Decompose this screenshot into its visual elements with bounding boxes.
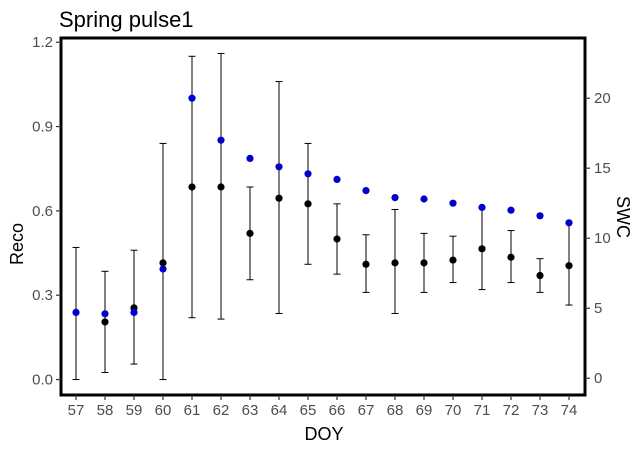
chart-title: Spring pulse1 xyxy=(59,7,194,32)
reco-point xyxy=(507,253,515,261)
reco-point xyxy=(449,256,457,264)
y-tick-label: 0.3 xyxy=(32,287,53,304)
x-tick-label: 74 xyxy=(561,402,578,419)
swc-point xyxy=(333,175,341,183)
reco-point xyxy=(333,235,341,243)
plot-area: 57 58 59 60 61 62 63 64 65 66 67 68 69 70 71 72 73 74 0.0 0… xyxy=(32,34,611,419)
swc-point xyxy=(362,187,370,195)
x-axis-title: DOY xyxy=(304,424,343,444)
y-tick-label: 0.9 xyxy=(32,119,53,136)
y-tick-label: 0.6 xyxy=(32,203,53,220)
reco-point xyxy=(275,194,283,202)
swc-point xyxy=(391,194,399,202)
x-tick-label: 73 xyxy=(532,402,549,419)
x-tick-label: 58 xyxy=(97,402,114,419)
reco-point xyxy=(478,245,486,253)
swc-point xyxy=(275,163,283,171)
x-tick-label: 65 xyxy=(300,402,317,419)
swc-point xyxy=(420,195,428,203)
reco-point xyxy=(246,229,254,237)
reco-point xyxy=(159,259,167,267)
x-tick-label: 71 xyxy=(474,402,491,419)
x-tick-label: 61 xyxy=(184,402,201,419)
swc-point xyxy=(188,94,196,102)
y-tick-label: 0.0 xyxy=(32,372,53,389)
y2-tick-label: 15 xyxy=(594,160,611,177)
x-tick-label: 59 xyxy=(126,402,143,419)
y2-axis-title: SWC xyxy=(613,196,633,238)
reco-point xyxy=(362,260,370,268)
x-tick-label: 62 xyxy=(213,402,230,419)
swc-point xyxy=(536,212,544,220)
x-tick-label: 72 xyxy=(503,402,520,419)
x-tick-label: 57 xyxy=(68,402,85,419)
swc-point xyxy=(478,203,486,211)
reco-point xyxy=(565,262,573,270)
x-tick-label: 67 xyxy=(358,402,375,419)
y2-tick-label: 10 xyxy=(594,230,611,247)
y2-tick-label: 0 xyxy=(594,370,602,387)
x-tick-label: 60 xyxy=(155,402,172,419)
swc-point xyxy=(159,265,167,273)
reco-point xyxy=(188,183,196,191)
y2-tick-label: 20 xyxy=(594,90,611,107)
x-tick-label: 63 xyxy=(242,402,259,419)
x-tick-label: 68 xyxy=(387,402,404,419)
x-tick-label: 69 xyxy=(416,402,433,419)
reco-point xyxy=(304,200,312,208)
swc-point xyxy=(304,170,312,178)
x-tick-label: 70 xyxy=(445,402,462,419)
reco-point xyxy=(391,259,399,267)
swc-point xyxy=(130,308,138,316)
swc-point xyxy=(72,308,80,316)
swc-point xyxy=(507,206,515,214)
swc-point xyxy=(449,199,457,207)
swc-point xyxy=(217,136,225,144)
y-axis-title: Reco xyxy=(7,223,27,265)
reco-point xyxy=(101,318,109,326)
reco-point xyxy=(536,271,544,280)
swc-point xyxy=(565,219,573,227)
x-tick-label: 64 xyxy=(271,402,288,419)
x-tick-label: 66 xyxy=(329,402,346,419)
swc-point xyxy=(246,154,254,162)
y2-tick-label: 5 xyxy=(594,300,602,317)
y-tick-label: 1.2 xyxy=(32,34,53,51)
reco-point xyxy=(420,259,428,267)
swc-point xyxy=(101,310,109,318)
reco-point xyxy=(217,183,225,191)
panel-border xyxy=(59,36,587,397)
